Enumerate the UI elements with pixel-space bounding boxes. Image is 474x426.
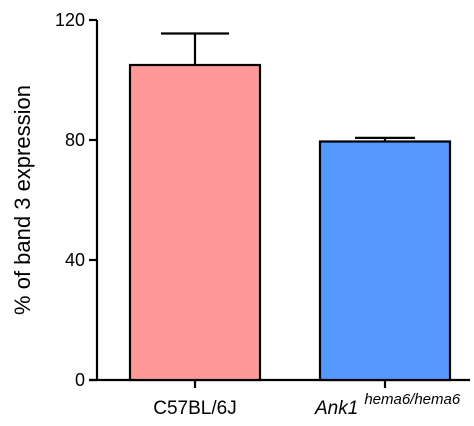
y-tick-label-80: 80 <box>65 130 85 150</box>
bar-1 <box>128 63 262 382</box>
bar-2 <box>318 140 452 382</box>
bars-group <box>128 32 452 382</box>
y-tick-label-120: 120 <box>55 10 85 30</box>
y-tick-label-0: 0 <box>75 370 85 390</box>
x-category-label-2: Ank1 hema6/hema6 <box>314 391 461 419</box>
y-axis-title: % of band 3 expression <box>10 85 35 315</box>
x-category-label-1: C57BL/6J <box>153 398 236 419</box>
labels-group: C57BL/6J Ank1 hema6/hema6 % of band 3 expre… <box>10 85 461 419</box>
y-tick-label-40: 40 <box>65 250 85 270</box>
x-category-superscript-2: hema6/hema6 <box>364 391 461 408</box>
